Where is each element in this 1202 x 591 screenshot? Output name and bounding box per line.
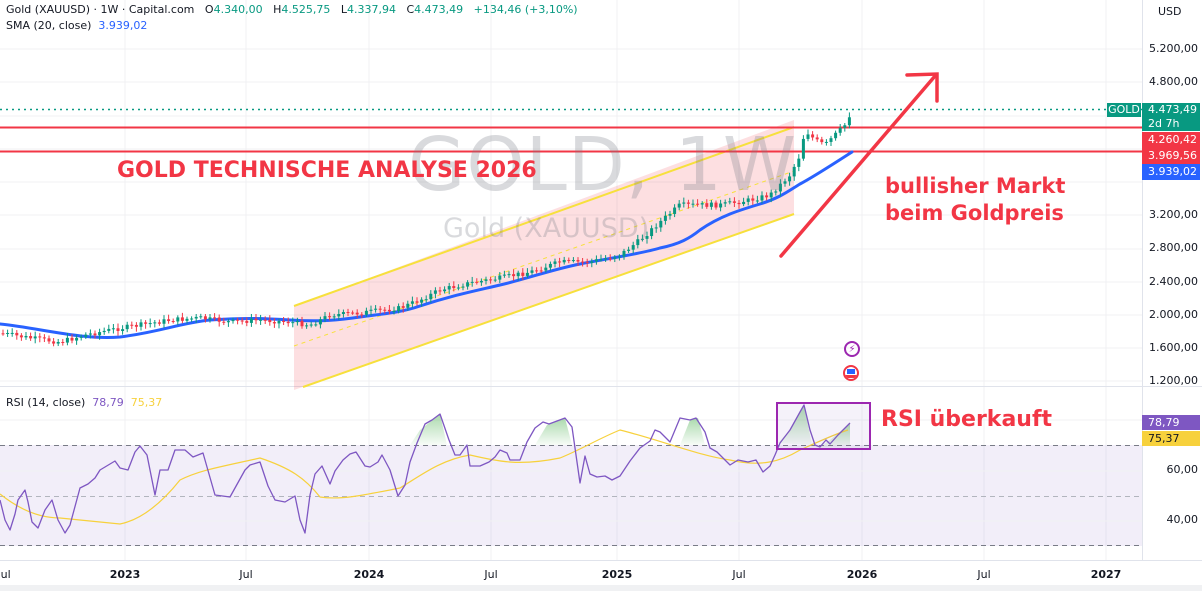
time-tick: Jul [0,568,11,581]
time-tick: 2027 [1090,568,1122,581]
candlesticks [1,112,851,347]
time-tick: 2025 [601,568,633,581]
level-tag-2: 3.969,56 [1142,148,1200,164]
ohlc-low-label: L [340,3,347,16]
time-tick: Jul [732,568,746,581]
bar-countdown: 2d 7h [1148,117,1180,130]
ohlc-close: 4.473,49 [414,3,464,16]
last-price-tag: 4.473,49 2d 7h [1142,103,1200,131]
ohlc-open: 4.340,00 [213,3,263,16]
bullish-arrow-icon [779,72,939,258]
rsi-legend[interactable]: RSI (14, close) 78,79 75,37 [6,396,162,410]
symbol-legend[interactable]: Gold (XAUUSD) · 1W · Capital.com O4.340,… [6,3,578,17]
ohlc-close-label: C [406,3,415,16]
rsi-value-tag: 78,79 [1142,415,1200,430]
sma-tag: 3.939,02 [1142,164,1200,180]
sma-label: SMA (20, close) [6,19,92,32]
price-change: +134,46 (+3,10%) [473,3,578,16]
currency-selector[interactable]: USD [1150,3,1198,21]
time-tick: 2024 [353,568,385,581]
price-tick: 1.200,00 [1149,374,1198,387]
rsi-label: RSI (14, close) [6,396,86,409]
price-tick: 4.800,00 [1149,75,1198,88]
time-tick: Jul [977,568,991,581]
symbol-tag: GOLD [1107,103,1141,117]
price-tick: 2.000,00 [1149,308,1198,321]
symbol-watermark: GOLD, 1W [408,122,798,208]
rsi-line [0,404,851,534]
rsi-tick: 60,00 [1166,463,1199,476]
price-tick: 3.200,00 [1149,208,1198,221]
ohlc-low: 4.337,94 [346,3,396,16]
last-price: 4.473,49 [1148,103,1197,116]
price-tick: 2.400,00 [1149,275,1198,288]
analysis-title[interactable]: GOLD TECHNISCHE ANALYSE 2026 [117,158,537,183]
bullish-annotation[interactable]: bullisher Markt beim Goldpreis [885,173,1065,227]
us-flag-event-icon[interactable] [843,365,859,381]
sma-line [0,150,854,339]
rsi-ma-tag: 75,37 [1142,431,1200,446]
rsi-overbought-annotation[interactable]: RSI überkauft [881,407,1053,432]
sma-legend[interactable]: SMA (20, close) 3.939,02 [6,19,147,33]
bullish-line-1: bullisher Markt [885,174,1066,198]
rsi-pane [0,402,1142,546]
price-tick: 2.800,00 [1149,241,1198,254]
ohlc-open-label: O [204,3,214,16]
time-tick: Jul [239,568,253,581]
sma-value: 3.939,02 [98,19,148,32]
grid-lines [0,0,1142,560]
symbol-title: Gold (XAUUSD) · 1W · Capital.com [6,3,195,16]
time-tick: Jul [484,568,498,581]
parallel-channel [293,120,795,390]
rsi-overbought-box [776,402,871,450]
level-tag-1: 4.260,42 [1142,132,1200,148]
time-tick: 2023 [109,568,141,581]
bullish-line-2: beim Goldpreis [885,201,1064,225]
ohlc-high-label: H [273,3,282,16]
time-tick: 2026 [846,568,878,581]
bottom-bar [0,585,1202,591]
lightning-event-icon[interactable]: ⚡ [844,341,860,357]
symbol-description-watermark: Gold (XAUUSD) [443,213,650,244]
price-tick: 5.200,00 [1149,42,1198,55]
rsi-ma-value: 75,37 [130,396,163,409]
rsi-ma-line [0,429,849,525]
price-tick: 1.600,00 [1149,341,1198,354]
rsi-tick: 40,00 [1166,513,1199,526]
ohlc-high: 4.525,75 [281,3,331,16]
rsi-value: 78,79 [92,396,124,409]
